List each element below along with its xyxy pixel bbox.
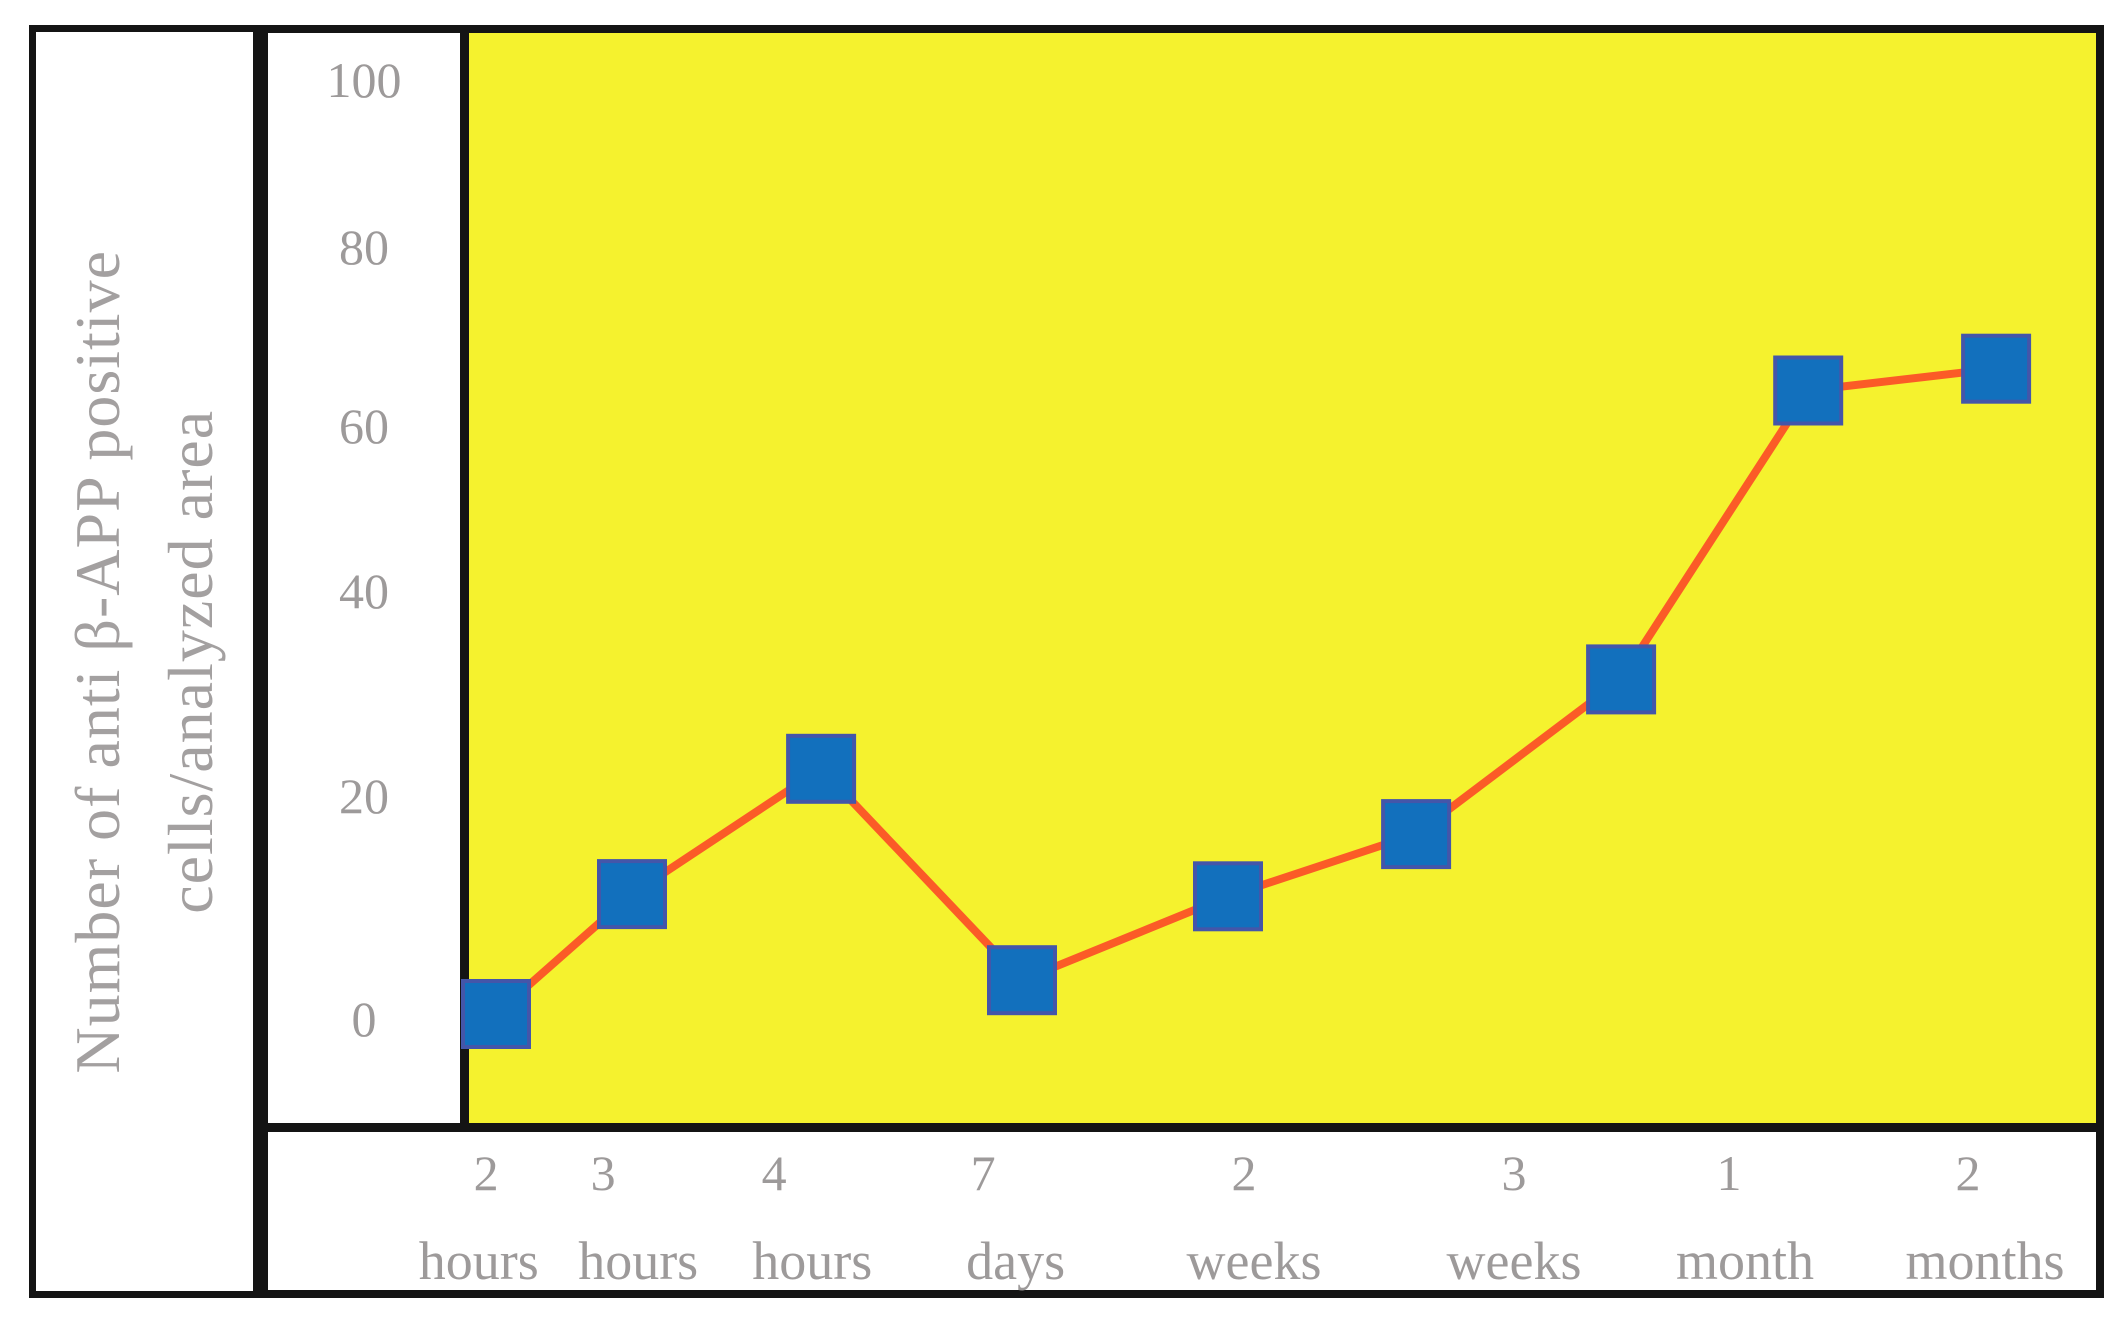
x-tick-number: 3 <box>1501 1145 1527 1201</box>
y-axis-title-box: Number of anti β-APP positive cells/anal… <box>29 25 260 1298</box>
y-axis-line <box>460 33 469 1123</box>
data-point-marker <box>1586 644 1657 715</box>
x-axis-line <box>268 1123 2096 1132</box>
x-tick-number: 1 <box>1716 1145 1742 1201</box>
chart-box: 100 80 60 40 20 0 2 3 4 7 2 3 1 2 hours hours hours day… <box>260 25 2104 1298</box>
y-axis-ticks: 100 80 60 40 20 0 <box>268 33 460 1123</box>
x-tick-unit: month <box>1676 1231 1815 1291</box>
data-point-marker <box>987 945 1057 1016</box>
x-tick-number: 7 <box>970 1145 996 1201</box>
y-axis-title-line2: cells/analyzed area <box>154 409 226 914</box>
data-point-marker <box>597 859 667 930</box>
y-tick-label: 20 <box>339 768 389 824</box>
x-tick-unit: hours <box>578 1231 699 1291</box>
y-axis-title-line1: Number of anti β-APP positive <box>61 249 133 1074</box>
x-tick-unit: days <box>966 1231 1066 1291</box>
y-tick-label: 60 <box>339 398 389 455</box>
x-tick-unit: weeks <box>1446 1231 1582 1291</box>
y-tick-label: 0 <box>351 991 377 1048</box>
data-point-marker <box>1193 861 1263 932</box>
data-point-marker <box>786 733 857 804</box>
x-tick-number: 2 <box>1231 1145 1257 1201</box>
y-axis-title: Number of anti β-APP positive cells/anal… <box>52 250 238 1074</box>
x-tick-number: 2 <box>1955 1145 1981 1201</box>
x-tick-unit: weeks <box>1186 1231 1322 1291</box>
y-tick-label: 40 <box>339 563 389 620</box>
y-tick-label: 80 <box>339 218 389 275</box>
x-tick-number: 4 <box>761 1145 787 1201</box>
y-tick-label: 100 <box>326 51 402 108</box>
data-line-layer <box>461 333 2032 1049</box>
x-tick-unit: hours <box>418 1231 539 1291</box>
plot-area <box>469 33 2096 1123</box>
x-tick-unit: months <box>1905 1231 2065 1291</box>
data-point-marker <box>1773 355 1844 426</box>
x-tick-number: 2 <box>473 1145 499 1201</box>
x-tick-unit: hours <box>752 1231 873 1291</box>
data-point-marker <box>1381 799 1452 870</box>
x-tick-number: 3 <box>590 1145 616 1201</box>
data-point-marker <box>461 979 531 1049</box>
data-point-marker <box>1961 333 2032 404</box>
